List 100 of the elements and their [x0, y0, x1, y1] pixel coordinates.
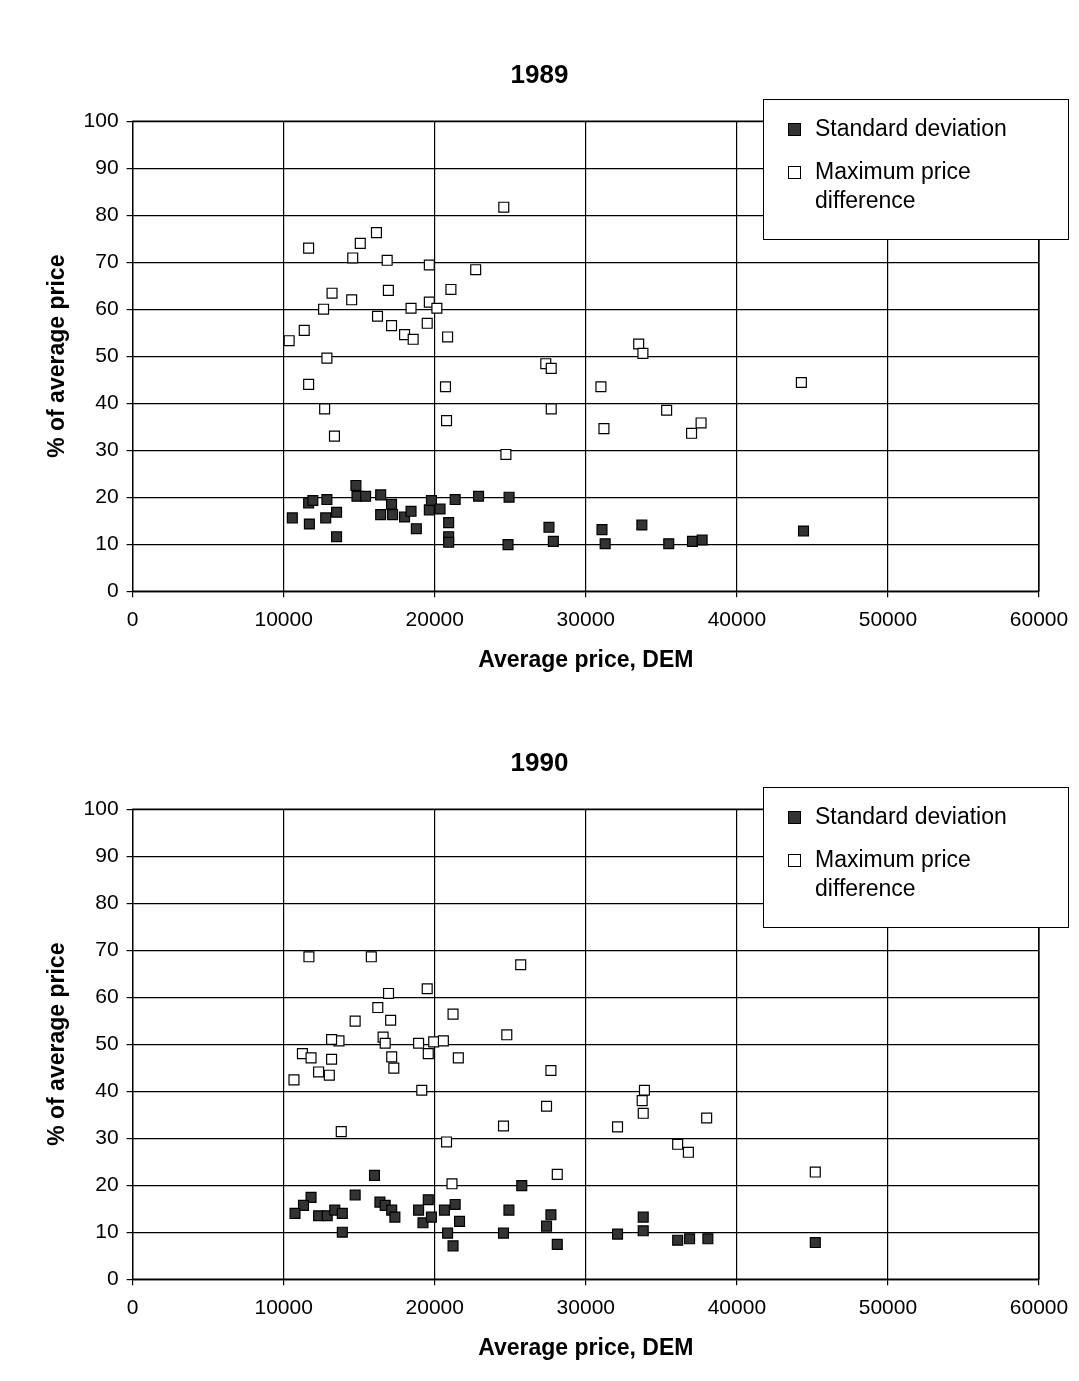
- point: [410, 523, 422, 535]
- point: [326, 1033, 338, 1046]
- point: [318, 303, 330, 315]
- chart-title: 1990: [510, 746, 569, 777]
- y-tick-label: 70: [95, 937, 119, 960]
- y-tick-label: 100: [83, 796, 119, 819]
- y-tick-label: 60: [95, 296, 119, 319]
- point: [434, 503, 446, 515]
- point: [283, 335, 295, 347]
- x-tick-label: 0: [126, 1294, 139, 1318]
- point: [809, 1166, 821, 1178]
- point: [497, 1227, 510, 1239]
- y-tick-label: 50: [95, 343, 119, 366]
- point: [498, 201, 510, 213]
- point: [425, 494, 437, 507]
- point: [547, 535, 559, 547]
- point: [405, 302, 417, 314]
- x-tick-label: 30000: [556, 606, 616, 630]
- x-tick-label: 20000: [405, 606, 464, 630]
- legend-label: Maximum price difference: [815, 845, 972, 904]
- point: [595, 381, 607, 393]
- point: [672, 1138, 684, 1150]
- y-tick-label: 20: [95, 484, 119, 507]
- point: [611, 1121, 624, 1133]
- point: [809, 1236, 821, 1249]
- y-tick-label: 70: [95, 249, 119, 272]
- point: [326, 287, 338, 299]
- point: [328, 430, 340, 442]
- x-axis-title: Average price, DEM: [478, 645, 694, 672]
- point: [382, 987, 395, 999]
- point: [663, 538, 675, 550]
- y-tick-label: 90: [95, 843, 119, 866]
- point: [449, 494, 461, 506]
- y-axis-title: % of average price: [43, 942, 70, 1146]
- point: [445, 283, 457, 296]
- point: [425, 1211, 437, 1223]
- point: [305, 1191, 317, 1203]
- x-tick-label: 10000: [254, 606, 313, 630]
- point: [413, 1037, 425, 1049]
- point: [501, 1029, 513, 1041]
- point: [422, 1048, 434, 1060]
- point: [431, 302, 443, 314]
- point: [347, 252, 359, 264]
- point: [331, 506, 343, 518]
- point: [323, 1069, 335, 1081]
- point: [611, 1228, 624, 1240]
- point: [540, 1220, 553, 1232]
- point: [443, 517, 455, 529]
- point: [672, 1234, 684, 1246]
- x-tick-label: 50000: [858, 606, 918, 630]
- point: [421, 317, 433, 329]
- point: [447, 1240, 459, 1252]
- x-tick-label: 40000: [707, 1294, 767, 1318]
- point: [515, 959, 527, 971]
- point: [346, 294, 358, 306]
- point: [303, 518, 315, 530]
- point: [545, 1209, 557, 1221]
- point: [379, 1037, 391, 1049]
- point: [545, 362, 557, 374]
- point: [413, 1204, 425, 1216]
- y-tick-label: 90: [95, 155, 119, 178]
- point: [633, 338, 645, 350]
- point: [365, 951, 377, 963]
- point: [682, 1146, 694, 1158]
- point: [438, 1204, 450, 1216]
- point: [596, 524, 608, 536]
- point: [637, 1107, 649, 1119]
- point: [637, 347, 649, 359]
- y-tick-label: 20: [95, 1172, 119, 1195]
- point: [405, 505, 417, 517]
- point: [307, 494, 319, 507]
- point: [370, 227, 382, 239]
- legend-label: Standard deviation: [815, 114, 1007, 144]
- point: [447, 1008, 459, 1020]
- x-tick-label: 20000: [405, 1294, 464, 1318]
- x-tick-label: 30000: [556, 1294, 616, 1318]
- y-tick-label: 30: [95, 1125, 119, 1148]
- point: [497, 1120, 510, 1132]
- point: [473, 490, 485, 502]
- y-tick-label: 50: [95, 1031, 119, 1054]
- point: [797, 525, 810, 537]
- point: [336, 1207, 348, 1219]
- y-tick-label: 60: [95, 984, 119, 1007]
- point: [335, 1126, 347, 1138]
- point: [638, 1084, 650, 1096]
- x-tick-label: 40000: [707, 606, 767, 630]
- point: [440, 1136, 453, 1148]
- point: [516, 1180, 528, 1192]
- point: [320, 512, 332, 524]
- point: [636, 1095, 648, 1107]
- point: [684, 1233, 696, 1245]
- point: [305, 1052, 317, 1064]
- point: [686, 427, 698, 439]
- point: [428, 1036, 440, 1048]
- y-tick-label: 0: [106, 578, 119, 601]
- point: [407, 333, 419, 345]
- point: [321, 352, 333, 364]
- x-tick-label: 50000: [858, 1294, 918, 1318]
- point: [599, 538, 611, 550]
- y-tick-label: 80: [95, 890, 119, 913]
